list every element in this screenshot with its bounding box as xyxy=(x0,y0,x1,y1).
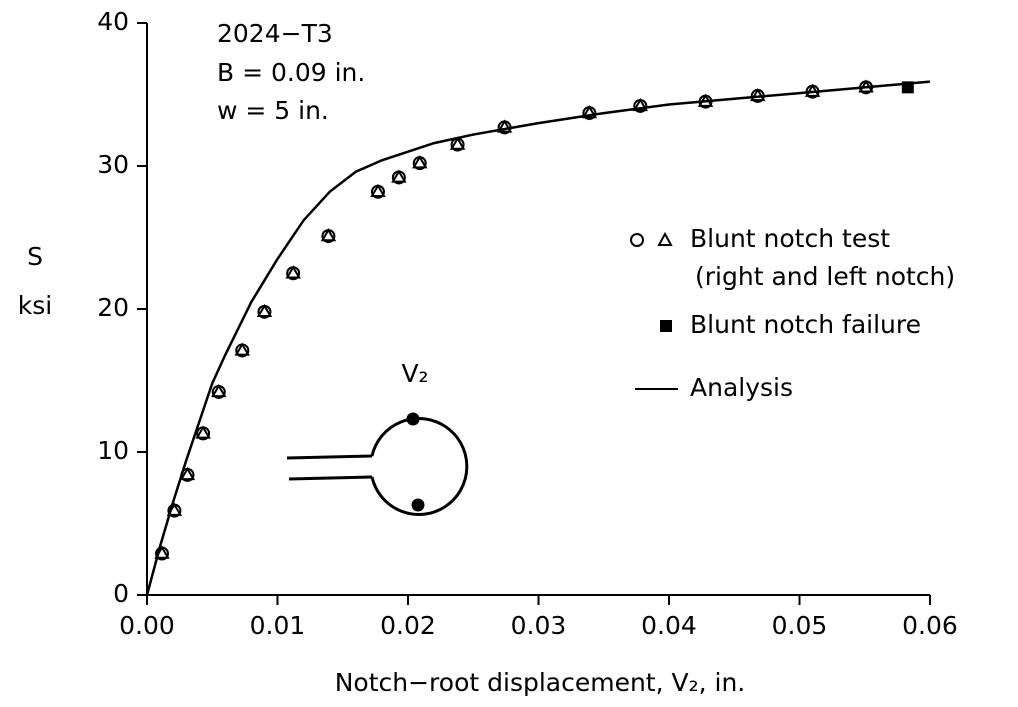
analysis-line xyxy=(145,80,931,596)
y-tick-label: 0 xyxy=(113,579,129,608)
triangle-marker xyxy=(195,425,211,439)
y-axis-label: ksi xyxy=(18,291,52,320)
triangle-marker xyxy=(320,228,337,242)
triangle-marker xyxy=(256,303,273,318)
triangle-marker xyxy=(285,265,301,279)
legend-label: Analysis xyxy=(690,373,793,402)
y-tick-label: 20 xyxy=(97,293,129,322)
x-tick-label: 0.03 xyxy=(511,611,567,640)
legend-label: (right and left notch) xyxy=(695,262,955,291)
y-tick-label: 40 xyxy=(97,7,129,36)
x-tick-label: 0.06 xyxy=(902,611,958,640)
annotation: w = 5 in. xyxy=(217,96,329,125)
triangle-marker xyxy=(179,466,196,481)
annotation: B = 0.09 in. xyxy=(217,58,365,87)
triangle-marker xyxy=(211,383,227,398)
diagram-label: V₂ xyxy=(401,359,428,388)
legend-circle xyxy=(630,233,644,247)
annotation: 2024−T3 xyxy=(217,19,333,48)
legend-label: Blunt notch test xyxy=(690,224,890,253)
x-tick-label: 0.05 xyxy=(772,611,828,640)
triangle-marker xyxy=(632,97,649,112)
y-tick-label: 30 xyxy=(97,150,129,179)
triangle-marker xyxy=(234,342,251,356)
legend-label: Blunt notch failure xyxy=(690,310,921,339)
x-axis-label: Notch−root displacement, V₂, in. xyxy=(335,668,746,697)
triangle-marker xyxy=(581,105,598,119)
triangle-marker xyxy=(411,155,428,169)
triangle-marker xyxy=(370,183,386,197)
legend-square xyxy=(660,320,672,332)
triangle-marker xyxy=(496,119,513,133)
y-axis-label: S xyxy=(27,242,43,271)
x-tick-label: 0.02 xyxy=(380,611,436,640)
triangle-marker xyxy=(749,87,766,102)
y-tick-label: 10 xyxy=(97,436,129,465)
triangle-marker xyxy=(449,136,466,150)
legend-triangle xyxy=(657,231,673,246)
x-tick-label: 0.04 xyxy=(641,611,697,640)
x-tick-label: 0.01 xyxy=(250,611,306,640)
triangle-marker xyxy=(391,169,407,183)
x-tick-label: 0.00 xyxy=(119,611,175,640)
notch-diagram xyxy=(286,412,469,516)
